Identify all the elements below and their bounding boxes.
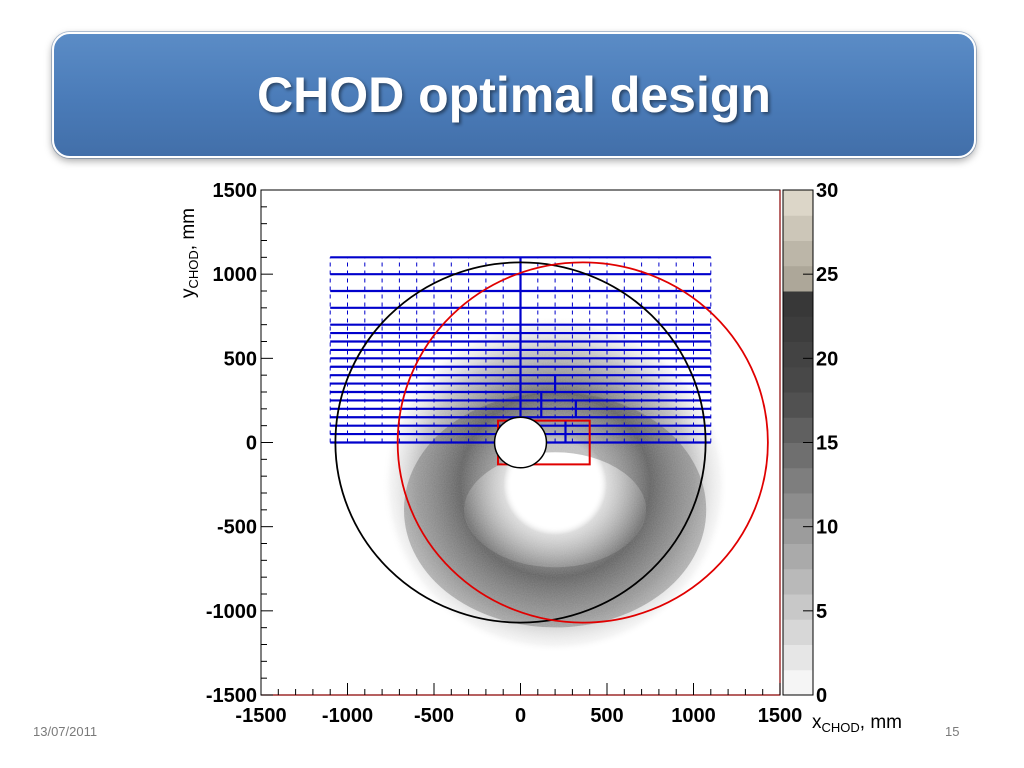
colorbar-step [783,265,813,292]
colorbar-step [783,594,813,620]
colorbar-step [783,467,813,494]
x-tick-label: -1500 [235,705,286,727]
colorbar-tick-label: 0 [816,685,827,707]
acceptance-circle-red [396,261,769,624]
axis-labels: xCHOD, mm yCHOD, mm [178,208,902,735]
heatmap-edge-mask [733,190,780,695]
x-axis-title: xCHOD, mm [812,712,902,735]
colorbar-step [783,518,813,544]
colorbar-tick-label: 20 [816,348,838,370]
colorbar-tick-label: 25 [816,264,838,286]
colorbar-step [783,543,813,570]
colorbar-step [783,366,813,393]
colorbar-step [783,215,813,241]
colorbar-step [783,341,813,368]
colorbar-step [783,442,813,469]
colorbar-tick-label: 30 [816,180,838,202]
y-tick-label: 1500 [213,180,258,202]
x-tick-label: 500 [590,705,623,727]
colorbar-step [783,417,813,443]
y-tick-label: 500 [224,348,257,370]
colorbar-step [783,669,813,696]
x-tick-label: 0 [515,705,526,727]
colorbar-tick-label: 15 [816,433,838,455]
colorbar-step [783,240,813,267]
x-tick-label: -1000 [322,705,373,727]
y-tick-label: 0 [246,433,257,455]
colorbar-tick-label: 10 [816,517,838,539]
colorbar-step [783,619,813,645]
slide-title: CHOD optimal design [257,67,771,123]
footer-date: 13/07/2011 [33,724,98,739]
y-axis-title: yCHOD, mm [178,208,201,298]
colorbar-step [783,190,813,216]
y-tick-label: -1000 [206,601,257,623]
y-tick-label: -1500 [206,685,257,707]
title-banner: CHOD optimal design [52,32,976,158]
colorbar-step [783,291,813,317]
x-tick-label: -500 [414,705,454,727]
acceptance-circle-black [334,261,707,624]
colorbar: 30 25 20 15 10 5 0 [782,180,838,707]
axes-layer: -1500 -1000 -500 0 500 1000 1500 1500 1000 500 0 -5… [206,180,802,727]
colorbar-step [783,392,813,418]
footer-page-number: 15 [945,724,960,739]
beam-hole [493,416,548,469]
y-tick-label: -500 [217,517,257,539]
colorbar-step [783,644,813,671]
colorbar-step [783,316,813,342]
overlay-layer [334,261,769,624]
colorbar-step [783,493,813,519]
colorbar-step [783,568,813,595]
colorbar-tick-label: 5 [816,601,827,623]
y-tick-label: 1000 [213,264,258,286]
x-tick-label: 1000 [671,705,716,727]
x-tick-label: 1500 [758,705,803,727]
